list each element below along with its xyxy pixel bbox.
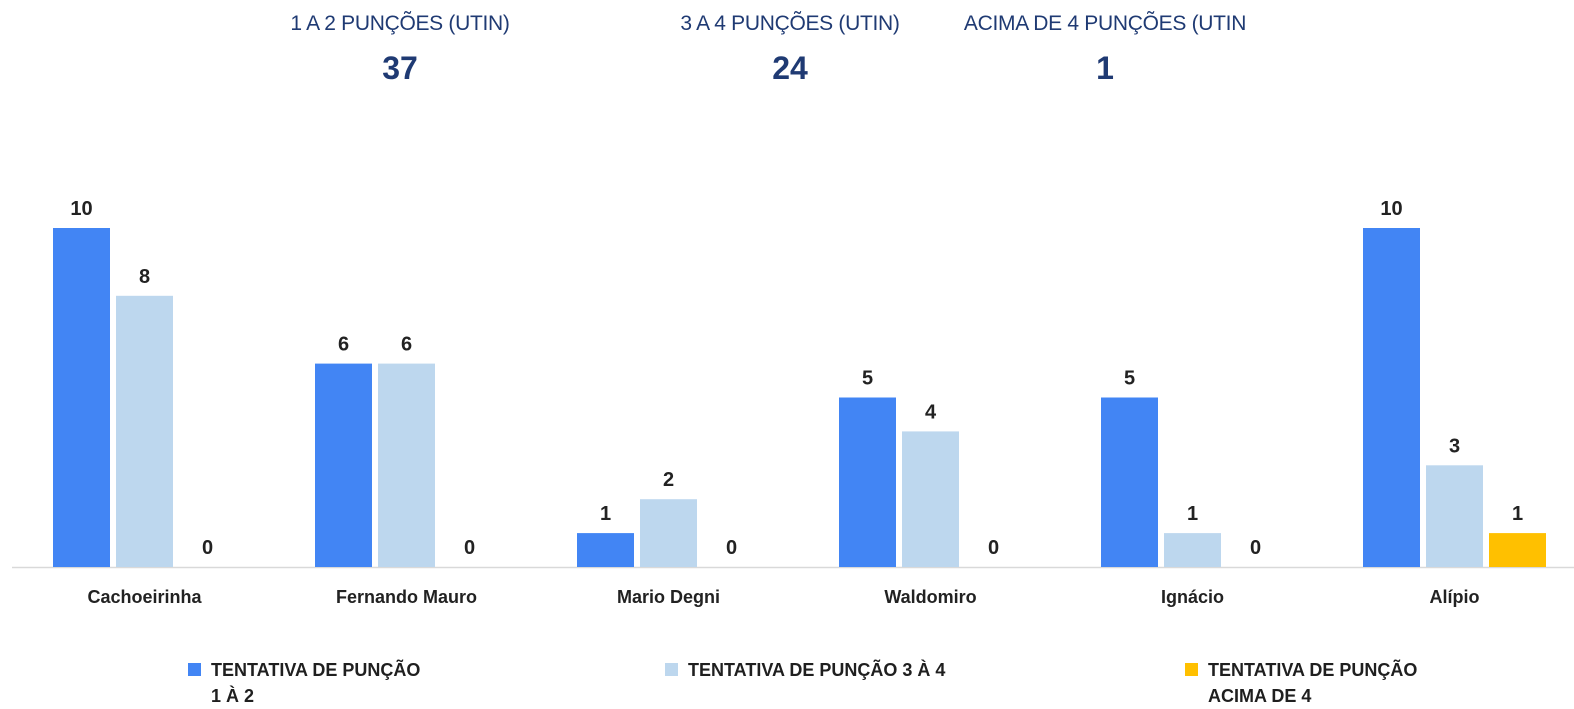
bar [1101,397,1158,567]
bar [53,228,110,567]
kpi-label: 1 A 2 PUNÇÕES (UTIN) [290,12,510,35]
legend-label: TENTATIVA DE PUNÇÃO ACIMA DE 4 [1208,660,1418,706]
bar [640,499,697,567]
bar [116,295,173,567]
category-label: Fernando Mauro [336,587,477,607]
data-label: 6 [401,334,412,356]
kpi-label: 3 A 4 PUNÇÕES (UTIN) [680,12,900,35]
data-label: 1 [1187,503,1198,525]
kpi-value: 1 [1096,50,1114,86]
category-label: Mario Degni [617,587,720,607]
bar [1489,533,1546,567]
kpi-acima-de-4-puncoes: ACIMA DE 4 PUNÇÕES (UTIN 1 [955,12,1255,87]
legend-swatch-icon [1185,663,1198,676]
data-label: 2 [663,469,674,491]
legend-swatch-icon [665,663,678,676]
bar [1426,465,1483,567]
data-label: 0 [1250,537,1261,559]
bar [839,397,896,567]
data-label: 5 [862,368,873,390]
data-label: 8 [139,266,150,288]
bar [577,533,634,567]
data-label: 1 [1512,503,1523,525]
category-label: Alípio [1430,587,1480,607]
legend-swatch-icon [188,663,201,676]
kpi-value: 24 [772,50,808,86]
data-label: 0 [988,537,999,559]
legend-label: TENTATIVA DE PUNÇÃO 3 À 4 [688,660,946,680]
category-label: Waldomiro [884,587,976,607]
data-label: 1 [600,503,611,525]
bar [315,363,372,567]
legend-item-acima-de-4: TENTATIVA DE PUNÇÃO ACIMA DE 4 [1185,657,1485,709]
data-label: 5 [1124,368,1135,390]
legend-label: TENTATIVA DE PUNÇÃO 1 À 2 [211,660,421,706]
bar [1164,533,1221,567]
data-label: 3 [1449,435,1460,457]
legend-item-3-a-4: TENTATIVA DE PUNÇÃO 3 À 4 [665,657,1065,683]
data-label: 4 [925,401,937,423]
data-label: 0 [726,537,737,559]
bar [1363,228,1420,567]
kpi-label: ACIMA DE 4 PUNÇÕES (UTIN [963,12,1247,35]
kpi-1-a-2-puncoes: 1 A 2 PUNÇÕES (UTIN) 37 [250,12,550,87]
kpi-value: 37 [382,50,418,86]
legend-item-1-a-2: TENTATIVA DE PUNÇÃO 1 À 2 [188,657,508,709]
data-label: 0 [464,537,475,559]
category-label: Ignácio [1161,587,1224,607]
category-label: Cachoeirinha [87,587,202,607]
kpi-3-a-4-puncoes: 3 A 4 PUNÇÕES (UTIN) 24 [640,12,940,87]
bar [378,363,435,567]
data-label: 10 [1380,198,1402,220]
bar [902,431,959,567]
data-label: 6 [338,334,349,356]
data-label: 10 [70,198,92,220]
data-label: 0 [202,537,213,559]
